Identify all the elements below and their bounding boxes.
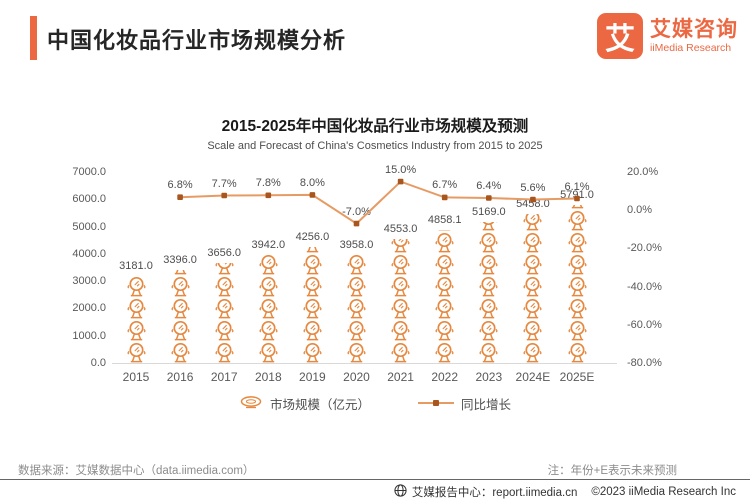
left-axis-tick: 2000.0 (72, 302, 106, 315)
right-axis-tick: -40.0% (627, 280, 662, 293)
growth-label: 15.0% (384, 163, 417, 176)
logo-name-en: iiMedia Research (650, 42, 732, 54)
legend-label-market-scale: 市场规模（亿元） (269, 398, 370, 412)
bar-value-label: 3656.0 (207, 247, 242, 260)
right-axis-tick: -80.0% (627, 357, 662, 369)
forecast-note-text: 注：年份+E表示未来预测 (547, 465, 677, 477)
left-axis-tick: 4000.0 (72, 247, 106, 260)
page-title: 中国化妆品行业市场规模分析 (47, 28, 347, 53)
iimedia-logo: 艾 艾媒咨询 iiMedia Research (597, 13, 738, 59)
bar-2024E (521, 214, 544, 363)
legend-label-growth: 同比增长 (461, 398, 512, 412)
bar-2025E (566, 205, 589, 363)
x-axis-label: 2021 (387, 370, 414, 384)
left-axis-tick: 7000.0 (72, 166, 106, 178)
data-source-text: 数据来源：艾媒数据中心（data.iimedia.com） (18, 465, 255, 477)
right-axis-tick: 20.0% (627, 166, 659, 178)
globe-icon (394, 484, 407, 500)
footer-divider (0, 479, 750, 480)
line-marker-icon (418, 397, 454, 411)
x-axis-label: 2017 (210, 370, 238, 384)
title-accent-bar (30, 16, 37, 60)
x-axis-label: 2016 (166, 370, 194, 384)
bar-2015 (125, 276, 148, 363)
bar-value-label: 3942.0 (251, 239, 286, 252)
x-axis-label: 2024E (515, 370, 551, 384)
x-axis-label: 2015 (122, 370, 150, 384)
x-axis-label: 2022 (431, 370, 459, 384)
logo-name-cn: 艾媒咨询 (650, 18, 738, 41)
left-axis-tick: 0.0 (90, 357, 106, 369)
chart-title: 2015-2025年中国化妆品行业市场规模及预测 (221, 118, 529, 135)
left-axis-tick: 3000.0 (72, 275, 106, 288)
growth-label: 8.0% (299, 176, 325, 189)
legend-item-growth: 同比增长 (418, 394, 511, 413)
bar-value-label: 4256.0 (295, 230, 330, 243)
bar-value-label: 3958.0 (339, 239, 374, 251)
report-center-text: 艾媒报告中心：report.iimedia.cn (411, 487, 578, 499)
left-axis-tick: 5000.0 (72, 220, 106, 233)
bar-2020 (345, 255, 368, 363)
bar-value-label: 4553.0 (383, 222, 418, 235)
footer-bar: 艾媒报告中心：report.iimedia.cn ©2023 iiMedia R… (394, 484, 736, 500)
x-axis-label: 2020 (343, 370, 370, 384)
bar-2016 (169, 270, 192, 363)
bar-value-label: 3181.0 (119, 260, 153, 273)
copyright-text: ©2023 iiMedia Research Inc (591, 486, 736, 498)
x-axis-label: 2019 (299, 370, 326, 384)
bar-2019 (301, 246, 324, 363)
bar-2017 (213, 263, 236, 363)
bar-2023 (477, 222, 500, 363)
x-axis-label: 2018 (254, 370, 282, 384)
growth-label: -7.0% (342, 205, 371, 218)
iimedia-logo-text: 艾媒咨询 iiMedia Research (650, 18, 738, 54)
left-axis-tick: 6000.0 (72, 193, 106, 206)
x-axis-line (112, 363, 617, 364)
iimedia-logo-mark-icon: 艾 (597, 13, 643, 59)
left-axis-tick: 1000.0 (72, 329, 106, 342)
x-axis-label: 2025E (559, 370, 595, 384)
bar-2022 (433, 230, 456, 363)
mirror-icon (239, 395, 263, 412)
growth-label: 6.1% (564, 180, 590, 193)
report-center: 艾媒报告中心：report.iimedia.cn (394, 484, 578, 500)
x-axis-label: 2023 (475, 370, 503, 384)
right-axis-tick: 0.0% (627, 204, 653, 217)
right-axis-tick: -20.0% (627, 242, 662, 255)
bar-value-label: 3396.0 (163, 254, 197, 267)
chart-subtitle: Scale and Forecast of China's Cosmetics … (207, 140, 543, 152)
legend-item-market-scale: 市场规模（亿元） (239, 394, 370, 413)
bar-2021 (389, 238, 412, 363)
chart-legend: 市场规模（亿元） 同比增长 (0, 394, 750, 413)
bar-2018 (257, 255, 280, 363)
right-axis-tick: -60.0% (627, 318, 662, 331)
